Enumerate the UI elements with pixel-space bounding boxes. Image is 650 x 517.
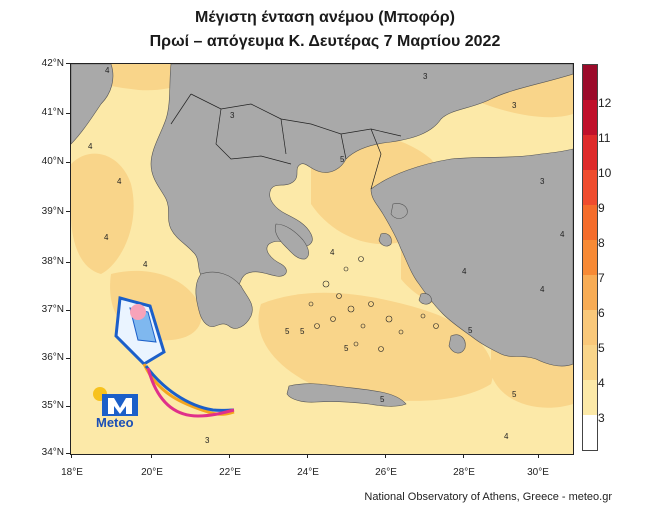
lon-tick [385, 454, 386, 458]
contour-label: 4 [330, 248, 335, 257]
colorbar-segment [583, 100, 597, 135]
credit-text: National Observatory of Athens, Greece -… [364, 491, 612, 503]
colorbar-label: 3 [598, 411, 605, 425]
map-title: Μέγιστη ένταση ανέμου (Μποφόρ) [195, 9, 455, 26]
lat-tick [66, 211, 70, 212]
colorbar-label: 5 [598, 341, 605, 355]
colorbar-segment [583, 310, 597, 345]
contour-label: 4 [540, 285, 545, 294]
lat-tick [66, 406, 70, 407]
lat-tick [66, 310, 70, 311]
lon-label: 28°E [453, 467, 475, 478]
contour-label: 4 [88, 142, 93, 151]
lon-label: 22°E [219, 467, 241, 478]
lat-tick [66, 162, 70, 163]
colorbar-segment [583, 135, 597, 170]
lat-label: 42°N [41, 58, 64, 69]
lat-label: 35°N [41, 400, 64, 411]
colorbar-label: 9 [598, 201, 605, 215]
logo-text: Meteo [96, 415, 134, 430]
contour-label: 4 [504, 432, 509, 441]
contour-label: 5 [380, 395, 385, 404]
colorbar-segment [583, 240, 597, 275]
contour-label: 5 [300, 327, 305, 336]
colorbar-label: 11 [598, 131, 611, 145]
colorbar-label: 10 [598, 166, 612, 180]
lat-tick [66, 358, 70, 359]
lon-tick [538, 454, 539, 458]
lon-tick [463, 454, 464, 458]
contour-label: 3 [230, 111, 235, 120]
colorbar-segment [583, 275, 597, 310]
colorbar [582, 64, 598, 451]
colorbar-segment [583, 415, 597, 450]
colorbar-segment [583, 205, 597, 240]
lat-tick [66, 453, 70, 454]
colorbar-label: 12 [598, 96, 612, 110]
lat-label: 38°N [41, 256, 64, 267]
colorbar-segment [583, 345, 597, 380]
contour-label: 3 [205, 436, 210, 445]
colorbar-segment [583, 65, 597, 100]
lon-label: 24°E [297, 467, 319, 478]
colorbar-label: 8 [598, 236, 605, 250]
lon-label: 26°E [375, 467, 397, 478]
colorbar-segment [583, 170, 597, 205]
contour-label: 5 [340, 155, 345, 164]
contour-label: 3 [423, 72, 428, 81]
lat-tick [66, 63, 70, 64]
colorbar-label: 6 [598, 306, 605, 320]
lon-tick [71, 454, 72, 458]
lat-label: 41°N [41, 107, 64, 118]
contour-label: 3 [512, 101, 517, 110]
contour-label: 5 [285, 327, 290, 336]
lat-label: 36°N [41, 352, 64, 363]
aegean-islands [308, 256, 439, 352]
colorbar-segment [583, 380, 597, 415]
contour-label: 5 [344, 344, 349, 353]
lon-label: 20°E [141, 467, 163, 478]
lat-tick [66, 113, 70, 114]
lat-label: 40°N [41, 156, 64, 167]
contour-label: 4 [105, 66, 110, 75]
map-svg [71, 64, 573, 408]
contour-label: 4 [104, 233, 109, 242]
lon-tick [151, 454, 152, 458]
lat-label: 37°N [41, 304, 64, 315]
contour-label: 4 [560, 230, 565, 239]
lon-tick [229, 454, 230, 458]
map-subtitle: Πρωί – απόγευμα Κ. Δευτέρας 7 Μαρτίου 20… [149, 33, 501, 50]
lon-label: 18°E [61, 467, 83, 478]
colorbar-label: 4 [598, 376, 605, 390]
wind-map [70, 63, 574, 455]
lat-label: 34°N [41, 447, 64, 458]
contour-label: 5 [468, 326, 473, 335]
lon-tick [307, 454, 308, 458]
land-masses [71, 64, 573, 407]
contour-label: 3 [540, 177, 545, 186]
lon-label: 30°E [527, 467, 549, 478]
lat-label: 39°N [41, 206, 64, 217]
colorbar-label: 7 [598, 271, 605, 285]
contour-label: 4 [143, 260, 148, 269]
contour-label: 5 [512, 390, 517, 399]
meteo-kite-logo [93, 296, 235, 418]
lat-tick [66, 262, 70, 263]
contour-label: 4 [462, 267, 467, 276]
borders [170, 93, 402, 190]
contour-label: 4 [117, 177, 122, 186]
